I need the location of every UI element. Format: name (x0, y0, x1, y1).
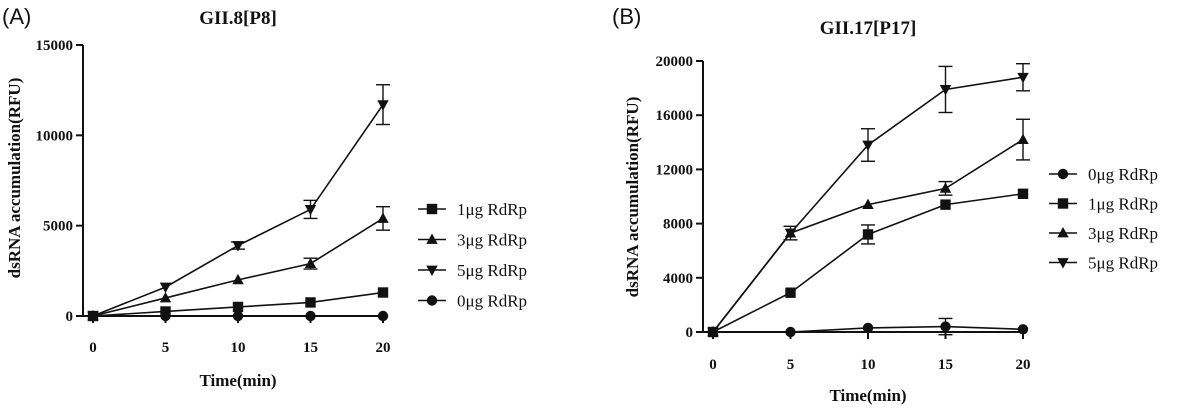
panel-a-series (87, 84, 390, 322)
panel-b-x-tick-label: 20 (1016, 357, 1031, 373)
panel-b-x-tick-label: 0 (709, 357, 717, 373)
panel-b-legend-label: 1μg RdRp (1088, 195, 1158, 214)
panel-a-data-point (305, 297, 316, 308)
panel-a-y-tick-label: 15000 (36, 38, 74, 54)
panel-a-data-point (304, 204, 317, 216)
panel-b-letter: (B) (612, 4, 641, 29)
panel-b-y-tick-label: 20000 (656, 54, 694, 70)
panel-b-legend-marker (1057, 198, 1069, 209)
panel-a-data-point (232, 310, 244, 322)
panel-a-legend-marker (426, 233, 438, 244)
panel-b-data-point (784, 228, 797, 240)
panel-b-x-tick-label: 15 (938, 357, 953, 373)
panel-b-legend: 0μg RdRp 1μg RdRp 3μg RdRp 5μg RdRp (1049, 165, 1158, 273)
panel-b-y-tick-label: 4000 (663, 271, 693, 287)
panel-a-series-line (92, 104, 384, 317)
panel-b-data-point (785, 326, 796, 338)
panel-b-data-point (1017, 72, 1029, 84)
panel-a-data-point (304, 257, 317, 269)
panel-b-y-tick-label: 0 (686, 325, 694, 341)
panel-b-data-point (785, 287, 796, 298)
panel-a-plot: 0 5000 10000 15000 0 5 10 15 20 (36, 38, 391, 356)
panel-a-data-point (305, 310, 316, 322)
panel-b-legend-label: 5μg RdRp (1088, 254, 1158, 273)
panel-a-letter: (A) (2, 4, 31, 29)
panel-b-legend-marker (1057, 168, 1069, 180)
panel-a-data-point (159, 282, 172, 294)
panel-b-legend-marker (1057, 258, 1069, 269)
panel-b-series-line (712, 192, 1024, 333)
panel-a-legend-label: 3μg RdRp (457, 231, 527, 250)
panel-a-x-tick-label: 5 (162, 340, 170, 356)
panel-a-data-point (377, 212, 389, 223)
panel-b-y-tick-label: 8000 (663, 217, 693, 233)
panel-a-x-tick-label: 20 (376, 340, 391, 356)
panel-a-data-point (377, 100, 389, 111)
panel-b-legend-label: 3μg RdRp (1088, 224, 1158, 243)
panel-a-data-point (377, 287, 389, 298)
panel-b-data-point (1017, 133, 1029, 145)
panel-b-plot: 0 4000 8000 12000 16000 20000 0 5 10 15 20 (656, 54, 1031, 373)
panel-a-legend-marker (426, 295, 438, 306)
panel-b-data-point (862, 198, 874, 210)
panel-a-x-tick-label: 15 (303, 340, 318, 356)
panel-a-legend-label: 1μg RdRp (457, 200, 527, 219)
panel-b-data-point (1017, 188, 1029, 199)
panel-a-x-tick-label: 0 (89, 340, 97, 356)
panel-a-xlabel: Time(min) (199, 371, 276, 390)
panel-a-y-tick-label: 0 (66, 309, 74, 325)
panel-a-series-line (92, 217, 384, 317)
panel-a-data-point (377, 310, 389, 322)
panel-a-y-tick-label: 10000 (36, 128, 74, 144)
panel-b-data-point (1017, 324, 1029, 335)
panel-a-data-point (159, 291, 172, 303)
panel-b-ylabel: dsRNA accumulation(RFU) (623, 97, 642, 298)
panel-b-legend-marker (1057, 227, 1069, 238)
panel-a-title: GII.8[P8] (199, 8, 277, 29)
panel-b-legend-label: 0μg RdRp (1088, 165, 1158, 184)
panel-a-data-point (232, 273, 244, 285)
panel-b-data-point (939, 182, 952, 193)
panel-b-data-point (862, 322, 874, 334)
panel-b-x-tick-label: 10 (861, 357, 876, 373)
panel-b-data-point (707, 327, 719, 338)
panel-a-data-point (232, 301, 244, 313)
panel-b-title: GII.17[P17] (820, 18, 917, 39)
panel-b-y-tick-label: 16000 (656, 108, 694, 124)
panel-a-legend: 1μg RdRp 3μg RdRp 5μg RdRp 0μg RdRp (418, 200, 527, 311)
panel-a-y-tick-label: 5000 (43, 219, 73, 235)
panel-a-legend-label: 0μg RdRp (457, 292, 527, 311)
panel-b-series (707, 188, 1029, 338)
panel-a-legend-marker (426, 203, 438, 215)
panel-b-data-point (940, 199, 951, 210)
panel-b-series (707, 63, 1030, 338)
panel-a-ylabel: dsRNA accumulation(RFU) (5, 78, 24, 279)
panel-a-series (87, 205, 390, 321)
panel-a-legend-marker (426, 265, 438, 276)
panel-b-data-point (862, 140, 874, 151)
panel-a-data-point (160, 310, 171, 322)
panel-b-data-point (939, 85, 952, 96)
panel-a-legend-label: 5μg RdRp (457, 261, 527, 280)
panel-b-xlabel: Time(min) (829, 386, 906, 405)
panel-b-data-point (940, 321, 951, 332)
panel-b-x-tick-label: 5 (787, 357, 795, 373)
panel-a-data-point (87, 310, 99, 322)
panel-a-data-point (232, 241, 244, 252)
panel-b-data-point (862, 229, 874, 240)
panel-b-y-tick-label: 12000 (656, 162, 694, 178)
panel-a-x-tick-label: 10 (231, 340, 246, 356)
panel-a-series (87, 310, 389, 322)
